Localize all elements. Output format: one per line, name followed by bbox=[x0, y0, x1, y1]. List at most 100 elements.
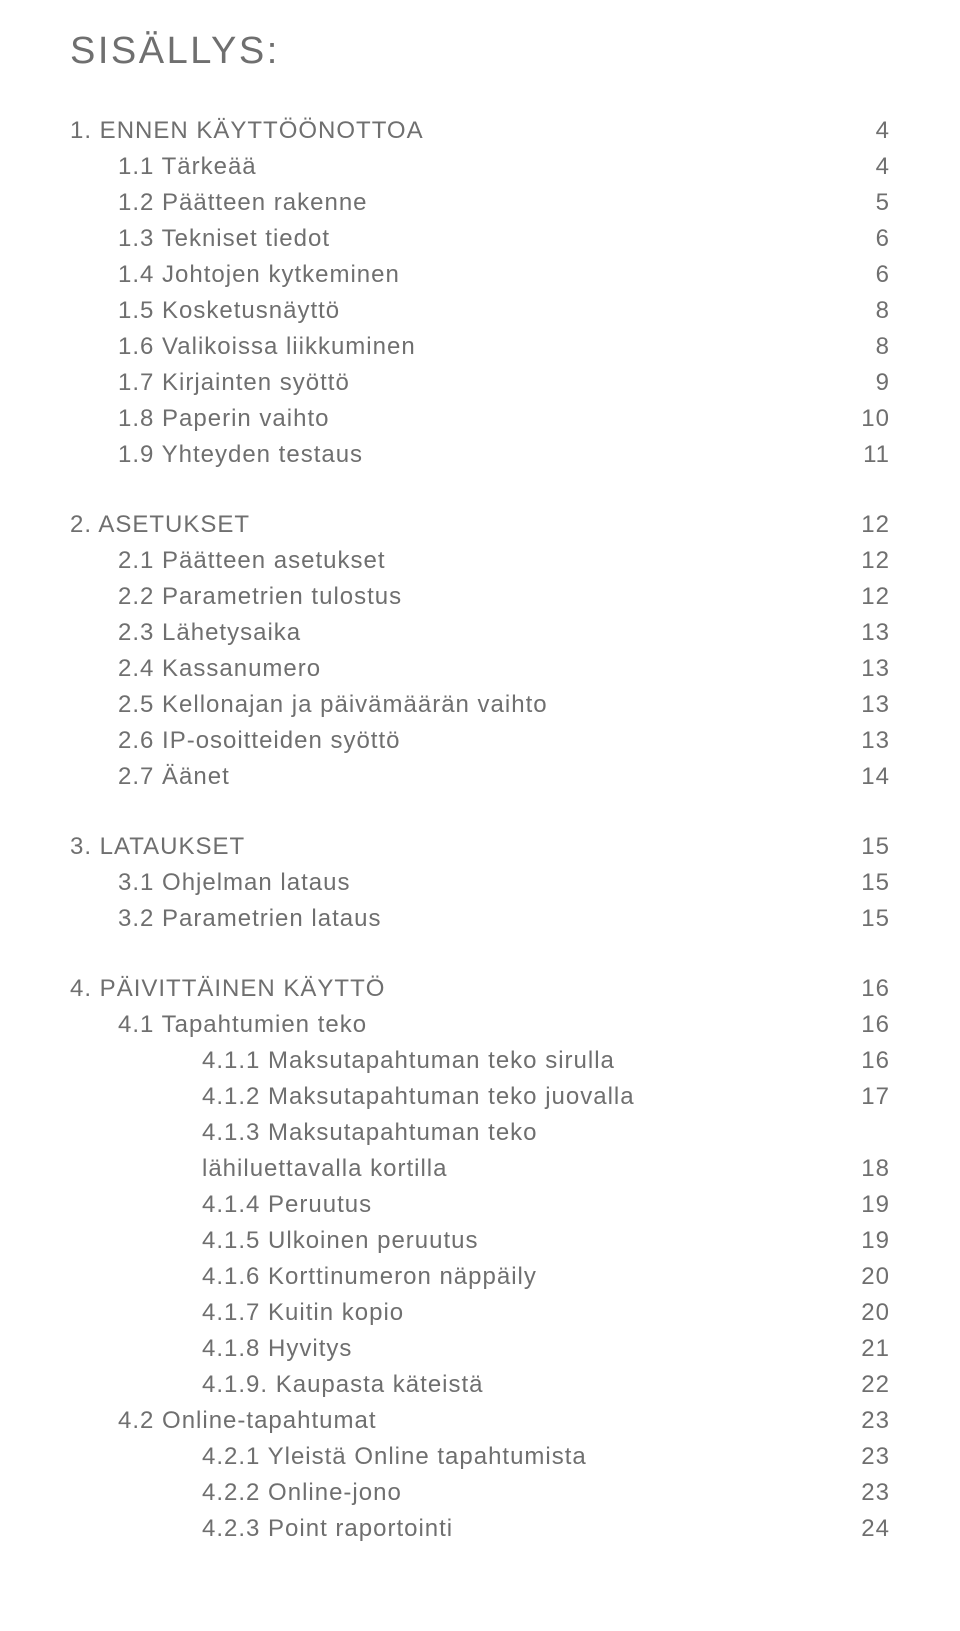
toc-entry-label: 3. LATAUKSET bbox=[70, 829, 245, 865]
toc-entry: 1.7 Kirjainten syöttö 9 bbox=[70, 365, 890, 401]
toc-entry-page: 16 bbox=[830, 1043, 890, 1079]
toc-entry: 4.2.2 Online-jono 23 bbox=[70, 1475, 890, 1511]
toc-entry-page: 4 bbox=[830, 113, 890, 149]
toc-entry: 2.2 Parametrien tulostus 12 bbox=[70, 579, 890, 615]
toc-entry-page: 13 bbox=[830, 615, 890, 651]
toc-entry: 3. LATAUKSET15 bbox=[70, 829, 890, 865]
toc-entry-page: 9 bbox=[830, 365, 890, 401]
toc-entry: 4.1.9. Kaupasta käteistä 22 bbox=[70, 1367, 890, 1403]
toc-entry-page: 13 bbox=[830, 651, 890, 687]
toc-entry-label: 2.2 Parametrien tulostus bbox=[118, 579, 402, 615]
toc-entry: 2.4 Kassanumero 13 bbox=[70, 651, 890, 687]
toc-entry-label: 2.1 Päätteen asetukset bbox=[118, 543, 386, 579]
toc-entry: 4.1.6 Korttinumeron näppäily 20 bbox=[70, 1259, 890, 1295]
toc-entry-page: 14 bbox=[830, 759, 890, 795]
toc-entry: 4.1.2 Maksutapahtuman teko juovalla 17 bbox=[70, 1079, 890, 1115]
toc-entry: 4.2.1 Yleistä Online tapahtumista 23 bbox=[70, 1439, 890, 1475]
toc-entry: 1.2 Päätteen rakenne 5 bbox=[70, 185, 890, 221]
toc-entry: 4.2 Online-tapahtumat 23 bbox=[70, 1403, 890, 1439]
toc-entry-page: 15 bbox=[830, 901, 890, 937]
toc-entry-label: 4.1.5 Ulkoinen peruutus bbox=[202, 1223, 479, 1259]
toc-entry-label: 4.1.6 Korttinumeron näppäily bbox=[202, 1259, 537, 1295]
toc-entry: 4.1.8 Hyvitys 21 bbox=[70, 1331, 890, 1367]
toc-entry-label: 1.8 Paperin vaihto bbox=[118, 401, 329, 437]
toc-entry-label: 4.2.2 Online-jono bbox=[202, 1475, 402, 1511]
toc-entry-label: 4.1.9. Kaupasta käteistä bbox=[202, 1367, 484, 1403]
toc-entry: 1. ENNEN KÄYTTÖÖNOTTOA 4 bbox=[70, 113, 890, 149]
toc-entry: 4.1.7 Kuitin kopio20 bbox=[70, 1295, 890, 1331]
toc-section: 1. ENNEN KÄYTTÖÖNOTTOA 41.1 Tärkeää41.2 P… bbox=[70, 113, 890, 473]
toc-entry: 4.1.1 Maksutapahtuman teko sirulla16 bbox=[70, 1043, 890, 1079]
toc-entry-label: 4.1.3 Maksutapahtuman teko lähiluettaval… bbox=[202, 1115, 538, 1187]
toc-entry-label: 4.2 Online-tapahtumat bbox=[118, 1403, 376, 1439]
toc-entry-page: 8 bbox=[830, 293, 890, 329]
toc-entry-page: 15 bbox=[830, 865, 890, 901]
toc-entry: 4.1.3 Maksutapahtuman teko lähiluettaval… bbox=[70, 1115, 890, 1187]
toc-entry-page: 6 bbox=[830, 257, 890, 293]
toc-entry: 1.6 Valikoissa liikkuminen 8 bbox=[70, 329, 890, 365]
toc-entry: 1.3 Tekniset tiedot6 bbox=[70, 221, 890, 257]
toc-entry-page: 17 bbox=[830, 1079, 890, 1115]
toc-entry: 1.1 Tärkeää4 bbox=[70, 149, 890, 185]
toc-entry-label: 4.1.8 Hyvitys bbox=[202, 1331, 352, 1367]
toc-entry-page: 10 bbox=[830, 401, 890, 437]
toc-entry-page: 5 bbox=[830, 185, 890, 221]
toc-entry-page: 18 bbox=[861, 1151, 890, 1187]
toc-entry-page: 19 bbox=[830, 1223, 890, 1259]
toc-entry-page: 12 bbox=[830, 579, 890, 615]
toc-entry-label: 4. PÄIVITTÄINEN KÄYTTÖ bbox=[70, 971, 385, 1007]
toc-entry-label: 1.1 Tärkeää bbox=[118, 149, 257, 185]
toc-entry: 4.1 Tapahtumien teko16 bbox=[70, 1007, 890, 1043]
toc-entry-page: 6 bbox=[830, 221, 890, 257]
toc-entry: 4.1.4 Peruutus 19 bbox=[70, 1187, 890, 1223]
toc-section: 4. PÄIVITTÄINEN KÄYTTÖ164.1 Tapahtumien … bbox=[70, 971, 890, 1547]
toc-entry: 4. PÄIVITTÄINEN KÄYTTÖ 16 bbox=[70, 971, 890, 1007]
toc-entry-page: 21 bbox=[830, 1331, 890, 1367]
toc-entry: 1.8 Paperin vaihto 10 bbox=[70, 401, 890, 437]
toc-entry-label: 4.1.2 Maksutapahtuman teko juovalla bbox=[202, 1079, 635, 1115]
table-of-contents: 1. ENNEN KÄYTTÖÖNOTTOA 41.1 Tärkeää41.2 P… bbox=[70, 113, 890, 1547]
toc-section: 3. LATAUKSET153.1 Ohjelman lataus153.2 P… bbox=[70, 829, 890, 937]
toc-entry-page: 23 bbox=[830, 1439, 890, 1475]
toc-entry-page: 13 bbox=[830, 723, 890, 759]
toc-entry-label: 1.6 Valikoissa liikkuminen bbox=[118, 329, 416, 365]
toc-entry-page: 16 bbox=[830, 971, 890, 1007]
toc-entry-page: 24 bbox=[830, 1511, 890, 1547]
toc-entry-label: 1.9 Yhteyden testaus bbox=[118, 437, 363, 473]
toc-entry: 1.5 Kosketusnäyttö8 bbox=[70, 293, 890, 329]
toc-entry-page: 11 bbox=[830, 437, 890, 473]
toc-entry-label: 1.2 Päätteen rakenne bbox=[118, 185, 368, 221]
toc-entry: 4.1.5 Ulkoinen peruutus 19 bbox=[70, 1223, 890, 1259]
page-title: SISÄLLYS: bbox=[70, 30, 890, 73]
toc-entry-label: 1.4 Johtojen kytkeminen bbox=[118, 257, 400, 293]
toc-entry-page: 12 bbox=[830, 507, 890, 543]
toc-entry-label: 2. ASETUKSET bbox=[70, 507, 250, 543]
toc-entry-label: 2.7 Äänet bbox=[118, 759, 230, 795]
toc-entry-label: 2.4 Kassanumero bbox=[118, 651, 321, 687]
toc-entry-page: 23 bbox=[830, 1475, 890, 1511]
toc-entry-page: 12 bbox=[830, 543, 890, 579]
toc-entry-page: 22 bbox=[830, 1367, 890, 1403]
toc-entry-label: 1. ENNEN KÄYTTÖÖNOTTOA bbox=[70, 113, 424, 149]
toc-entry: 1.4 Johtojen kytkeminen 6 bbox=[70, 257, 890, 293]
toc-entry-label: 4.1.4 Peruutus bbox=[202, 1187, 372, 1223]
toc-entry-label: 2.3 Lähetysaika bbox=[118, 615, 301, 651]
toc-entry-label: 4.1 Tapahtumien teko bbox=[118, 1007, 367, 1043]
toc-entry: 2.1 Päätteen asetukset 12 bbox=[70, 543, 890, 579]
toc-entry-label: 3.1 Ohjelman lataus bbox=[118, 865, 350, 901]
toc-entry: 3.1 Ohjelman lataus 15 bbox=[70, 865, 890, 901]
toc-entry: 1.9 Yhteyden testaus 11 bbox=[70, 437, 890, 473]
toc-section: 2. ASETUKSET122.1 Päätteen asetukset122.… bbox=[70, 507, 890, 795]
toc-entry-page: 20 bbox=[830, 1259, 890, 1295]
toc-entry: 2.5 Kellonajan ja päivämäärän vaihto 13 bbox=[70, 687, 890, 723]
toc-entry-label: 1.7 Kirjainten syöttö bbox=[118, 365, 350, 401]
toc-entry-page: 19 bbox=[830, 1187, 890, 1223]
toc-entry-label: 2.5 Kellonajan ja päivämäärän vaihto bbox=[118, 687, 548, 723]
toc-entry: 4.2.3 Point raportointi24 bbox=[70, 1511, 890, 1547]
toc-entry-page: 13 bbox=[830, 687, 890, 723]
toc-entry: 2. ASETUKSET 12 bbox=[70, 507, 890, 543]
toc-entry-label: 2.6 IP-osoitteiden syöttö bbox=[118, 723, 400, 759]
toc-entry-page: 8 bbox=[830, 329, 890, 365]
toc-entry-page: 23 bbox=[830, 1403, 890, 1439]
toc-entry-label: 4.2.1 Yleistä Online tapahtumista bbox=[202, 1439, 587, 1475]
